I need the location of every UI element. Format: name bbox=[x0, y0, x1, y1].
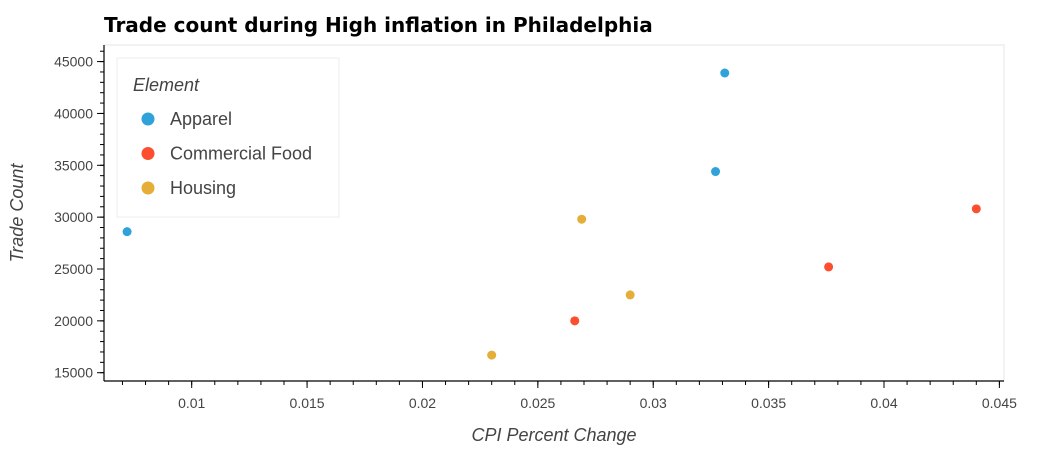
data-point bbox=[720, 68, 730, 78]
legend-marker bbox=[141, 181, 155, 195]
y-tick-label: 25000 bbox=[54, 261, 93, 277]
y-tick-label: 35000 bbox=[54, 157, 93, 173]
x-tick-label: 0.04 bbox=[870, 395, 897, 411]
legend-label: Housing bbox=[170, 178, 236, 198]
legend-label: Apparel bbox=[170, 109, 232, 129]
legend-marker bbox=[141, 147, 155, 160]
legend-title: Element bbox=[133, 75, 200, 95]
y-tick-label: 45000 bbox=[54, 54, 93, 70]
axes: 0.01 0.015 0.02 0.025 0.03 0.035 0.04 0.045 1500… bbox=[54, 45, 1017, 411]
data-points bbox=[122, 68, 981, 360]
data-point bbox=[824, 262, 834, 272]
y-axis-label: Trade Count bbox=[7, 163, 27, 263]
data-point bbox=[570, 316, 580, 326]
x-tick-label: 0.03 bbox=[640, 395, 667, 411]
legend-marker bbox=[141, 112, 155, 126]
y-tick-label: 20000 bbox=[54, 313, 93, 329]
x-tick-label: 0.035 bbox=[751, 395, 786, 411]
data-point bbox=[625, 290, 635, 300]
legend-label: Commercial Food bbox=[170, 144, 312, 164]
x-tick-label: 0.015 bbox=[290, 395, 325, 411]
x-tick-label: 0.01 bbox=[178, 395, 205, 411]
y-tick-label: 40000 bbox=[54, 105, 93, 121]
data-point bbox=[122, 227, 132, 237]
data-point bbox=[971, 204, 981, 214]
data-point bbox=[711, 167, 721, 177]
x-tick-label: 0.025 bbox=[520, 395, 555, 411]
y-tick-label: 15000 bbox=[54, 365, 93, 381]
x-tick-label: 0.045 bbox=[982, 395, 1017, 411]
legend: Element Apparel Commercial Food Housing bbox=[116, 57, 340, 218]
data-point bbox=[487, 350, 497, 360]
data-point bbox=[577, 214, 587, 224]
chart-title: Trade count during High inflation in Phi… bbox=[104, 13, 653, 37]
x-tick-label: 0.02 bbox=[409, 395, 436, 411]
y-tick-label: 30000 bbox=[54, 209, 93, 225]
x-axis-label: CPI Percent Change bbox=[471, 425, 636, 445]
